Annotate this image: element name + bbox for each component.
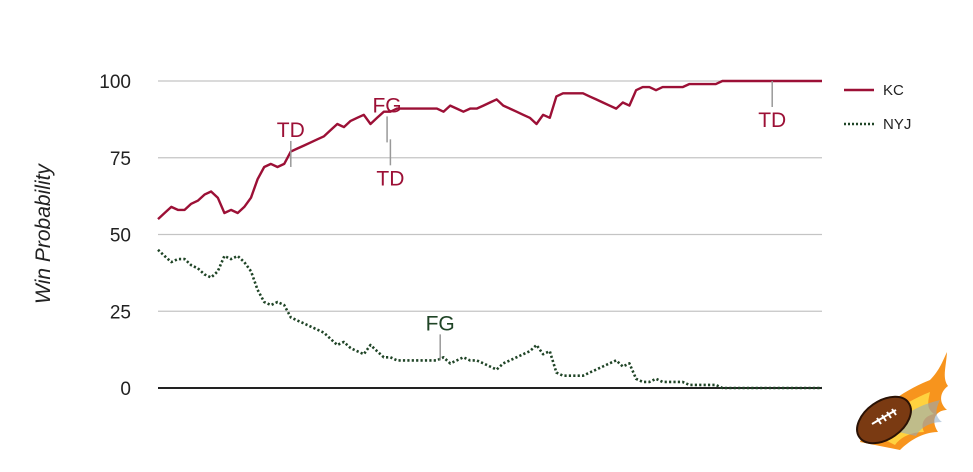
legend-label-kc: KC: [883, 82, 904, 99]
y-tick-label: 50: [110, 226, 131, 247]
annotation-label: TD: [758, 109, 786, 132]
y-tick-labels: 0 25 50 75 100: [99, 72, 131, 400]
annotation-label: TD: [376, 167, 404, 190]
football: [856, 395, 912, 445]
series-line-kc: [157, 79, 822, 220]
annotation-label: FG: [372, 94, 401, 117]
y-tick-label: 100: [99, 72, 131, 93]
y-tick-label: 75: [110, 149, 131, 170]
y-axis-label: Win Probability: [32, 163, 55, 304]
y-tick-label: 0: [120, 379, 131, 400]
football-laces: [871, 408, 897, 425]
annotation-label: FG: [426, 312, 455, 335]
series-lines: [157, 79, 822, 390]
legend: KC NYJ: [844, 82, 911, 133]
gridlines: [158, 80, 822, 389]
legend-label-nyj: NYJ: [883, 116, 911, 133]
annotation-label: TD: [277, 119, 305, 142]
y-tick-label: 25: [110, 302, 131, 323]
annotations: TD FG TD TD FG: [277, 81, 786, 361]
series-line-nyj: [157, 248, 822, 390]
flaming-football-logo: [856, 352, 948, 450]
